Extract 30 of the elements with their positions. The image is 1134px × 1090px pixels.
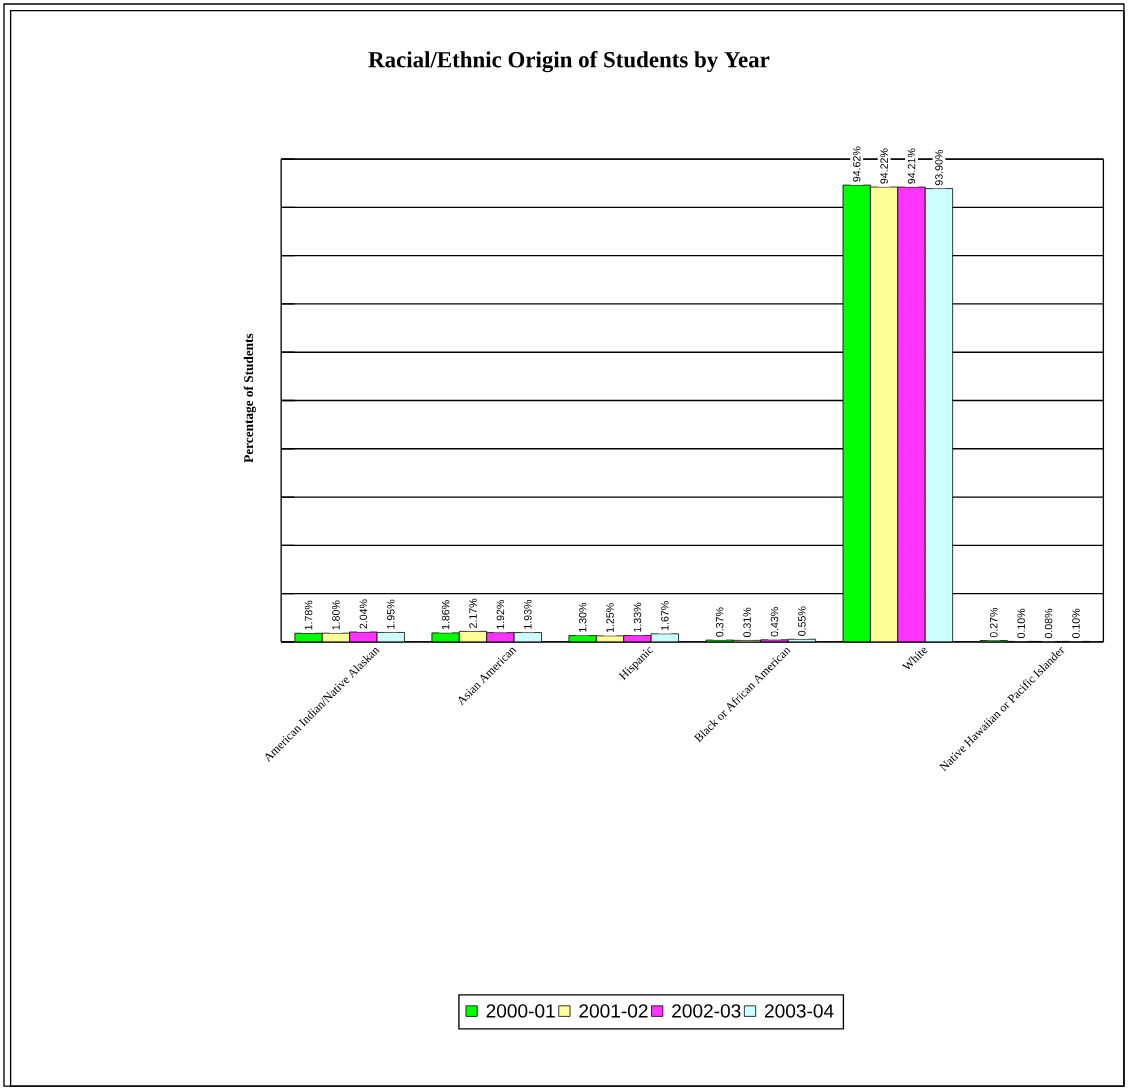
data-label: 0.27%	[990, 607, 998, 638]
data-label: 1.95%	[387, 599, 395, 629]
data-label: 0.31%	[743, 607, 751, 637]
data-label: 0.43%	[770, 607, 779, 637]
data-label: 94.22%	[880, 148, 888, 184]
chart-title: Racial/Ethnic Origin of Students by Year	[368, 50, 770, 73]
data-label: 1.93%	[524, 599, 532, 629]
data-label: 0.55%	[798, 606, 806, 636]
legend-label: 2003-04	[764, 1004, 834, 1018]
data-label: 1.86%	[441, 600, 450, 630]
data-label: 2.17%	[469, 598, 477, 628]
data-label: 1.30%	[578, 602, 587, 632]
data-label: 0.37%	[715, 607, 724, 637]
data-label: 1.78%	[304, 600, 313, 630]
data-label: 2.04%	[359, 599, 368, 629]
data-label: 94.21%	[907, 148, 916, 184]
data-label: 1.80%	[332, 600, 340, 630]
data-label: 1.33%	[633, 602, 642, 632]
data-label: 0.10%	[1072, 608, 1080, 638]
data-label: 1.67%	[661, 601, 669, 631]
y-axis-title: Percentage of Students	[243, 333, 256, 463]
data-label: 1.25%	[606, 603, 614, 633]
data-label: 0.10%	[1017, 608, 1025, 638]
data-label: 94.62%	[852, 146, 861, 182]
legend-label: 2001-02	[579, 1004, 648, 1018]
legend-label: 2002-03	[672, 1004, 741, 1018]
data-label: 1.92%	[496, 599, 505, 629]
legend-label: 2000-01	[486, 1004, 555, 1018]
data-label: 0.08%	[1044, 608, 1053, 639]
data-label: 93.90%	[935, 150, 943, 186]
